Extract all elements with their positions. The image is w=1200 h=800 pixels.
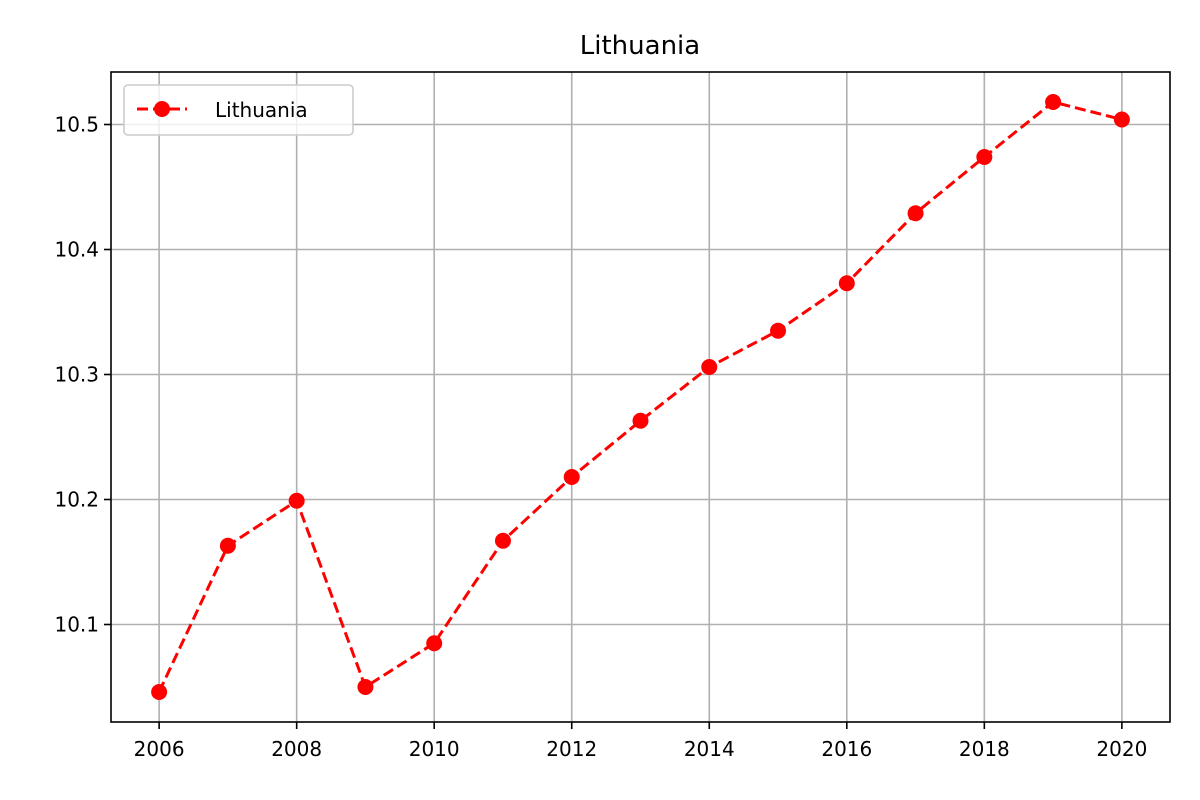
x-tick-label: 2018 bbox=[959, 737, 1010, 761]
series-layer bbox=[151, 94, 1130, 700]
legend-marker bbox=[154, 101, 170, 117]
legend-label: Lithuania bbox=[215, 98, 308, 122]
x-tick-label: 2008 bbox=[271, 737, 322, 761]
y-tick-label: 10.5 bbox=[54, 113, 99, 137]
data-point bbox=[219, 537, 236, 554]
x-tick-label: 2006 bbox=[134, 737, 185, 761]
y-tick-label: 10.2 bbox=[54, 488, 99, 512]
x-tick-label: 2014 bbox=[684, 737, 735, 761]
y-tick-label: 10.1 bbox=[54, 613, 99, 637]
x-tick-label: 2020 bbox=[1096, 737, 1147, 761]
chart-title: Lithuania bbox=[580, 31, 700, 61]
data-point bbox=[838, 275, 855, 292]
data-point bbox=[151, 684, 168, 700]
data-point bbox=[632, 412, 649, 429]
data-point bbox=[1113, 111, 1130, 128]
y-tick-label: 10.4 bbox=[54, 238, 99, 262]
x-tick-label: 2012 bbox=[546, 737, 597, 761]
axes-frame bbox=[110, 71, 1171, 723]
grid bbox=[111, 72, 1170, 722]
legend: Lithuania bbox=[123, 84, 354, 136]
y-tick-label: 10.3 bbox=[54, 363, 99, 387]
data-point bbox=[494, 532, 511, 549]
data-point bbox=[701, 359, 718, 375]
x-tick-label: 2016 bbox=[821, 737, 872, 761]
data-point bbox=[426, 635, 443, 652]
data-point bbox=[907, 205, 924, 222]
series-line bbox=[157, 100, 1123, 693]
axis-ticks: 2006 2008 2010 2012 2014 2016 2018 2020 10.1 10.2… bbox=[54, 113, 1147, 762]
x-tick-label: 2010 bbox=[409, 737, 460, 761]
data-point bbox=[1045, 94, 1062, 110]
data-point bbox=[288, 492, 305, 509]
data-point bbox=[357, 679, 374, 695]
data-point bbox=[976, 149, 993, 165]
data-point bbox=[770, 322, 787, 339]
data-point bbox=[563, 469, 580, 485]
legend-box bbox=[123, 84, 354, 136]
